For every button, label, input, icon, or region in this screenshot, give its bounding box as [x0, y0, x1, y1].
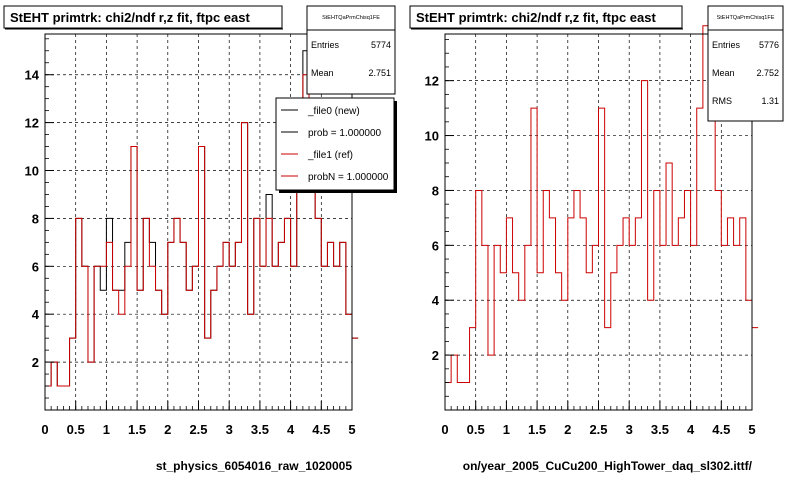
stats-value: 2.752 [756, 68, 779, 78]
x-tick-label: 1.5 [128, 422, 146, 437]
legend-box [275, 97, 395, 191]
legend-entry: prob = 1.000000 [308, 128, 382, 139]
y-tick-label: 6 [432, 238, 439, 253]
x-tick-label: 5 [748, 422, 755, 437]
stats-header: StEHTQaPrmChisq1FE [717, 15, 775, 21]
chart-panel-1: 0 0.5 1 1.5 2 2.5 3 3.5 4 4.5 5 2 4 6 8 10 12 14 st_physic… [3, 5, 397, 473]
x-tick-label: 0.5 [67, 422, 85, 437]
chart-panel-2: 0 0.5 1 1.5 2 2.5 3 3.5 4 4.5 5 2 4 6 8 10 12 on/year_200… [409, 5, 784, 473]
x-tick-label: 2.5 [189, 422, 207, 437]
title-box [3, 5, 283, 29]
x-tick-label: 4 [687, 422, 695, 437]
x-tick-label: 1 [503, 422, 510, 437]
title-box [409, 5, 683, 29]
y-tick-label: 6 [32, 259, 39, 274]
stats-value: 5776 [759, 40, 779, 50]
x-axis-label: on/year_2005_CuCu200_HighTower_daq_sl302… [463, 459, 753, 473]
y-tick-label: 12 [25, 116, 39, 131]
x-tick-label: 1.5 [528, 422, 546, 437]
x-tick-label: 2.5 [589, 422, 607, 437]
y-tick-label: 10 [425, 129, 439, 144]
y-tick-label: 10 [25, 164, 39, 179]
stats-label: Mean [712, 68, 735, 78]
y-tick-label: 8 [32, 211, 39, 226]
histogram-series-1 [445, 25, 759, 384]
x-tick-label: 4.5 [312, 422, 330, 437]
x-tick-label: 0.5 [467, 422, 485, 437]
x-tick-label: 3 [226, 422, 233, 437]
legend-entry: probN = 1.000000 [308, 172, 389, 183]
x-tick-label: 3.5 [651, 422, 669, 437]
x-tick-label: 4 [287, 422, 295, 437]
stats-label: RMS [712, 96, 732, 106]
x-tick-label: 2 [164, 422, 171, 437]
stats-label: Entries [712, 40, 741, 50]
stats-value: 1.31 [761, 96, 779, 106]
stats-box [306, 5, 396, 95]
y-tick-label: 2 [432, 348, 439, 363]
y-tick-label: 2 [32, 355, 39, 370]
stats-value: 2.751 [368, 68, 391, 78]
y-tick-label: 4 [432, 293, 440, 308]
x-tick-label: 5 [348, 422, 355, 437]
stats-value: 5774 [371, 40, 391, 50]
chart-title: StEHT primtrk: chi2/ndf r,z fit, ftpc ea… [10, 10, 250, 25]
stats-label: Entries [311, 40, 340, 50]
x-axis-label: st_physics_6054016_raw_1020005 [156, 459, 352, 473]
y-tick-label: 4 [32, 307, 40, 322]
legend-entry: _file1 (ref) [307, 150, 353, 161]
x-tick-label: 4.5 [712, 422, 730, 437]
x-tick-label: 3 [626, 422, 633, 437]
y-tick-label: 12 [425, 74, 439, 89]
histogram-series-2 [45, 74, 359, 387]
x-tick-label: 3.5 [251, 422, 269, 437]
legend-entry: _file0 (new) [307, 106, 360, 117]
chart-title: StEHT primtrk: chi2/ndf r,z fit, ftpc ea… [416, 10, 656, 25]
y-tick-label: 14 [25, 68, 40, 83]
y-tick-label: 8 [432, 183, 439, 198]
x-tick-label: 2 [564, 422, 571, 437]
x-tick-label: 0 [41, 422, 48, 437]
stats-header: StEHTQaPrmChisq1FE [322, 15, 380, 21]
x-tick-label: 1 [103, 422, 110, 437]
x-tick-label: 0 [441, 422, 448, 437]
stats-box [707, 5, 784, 122]
stats-label: Mean [311, 68, 334, 78]
